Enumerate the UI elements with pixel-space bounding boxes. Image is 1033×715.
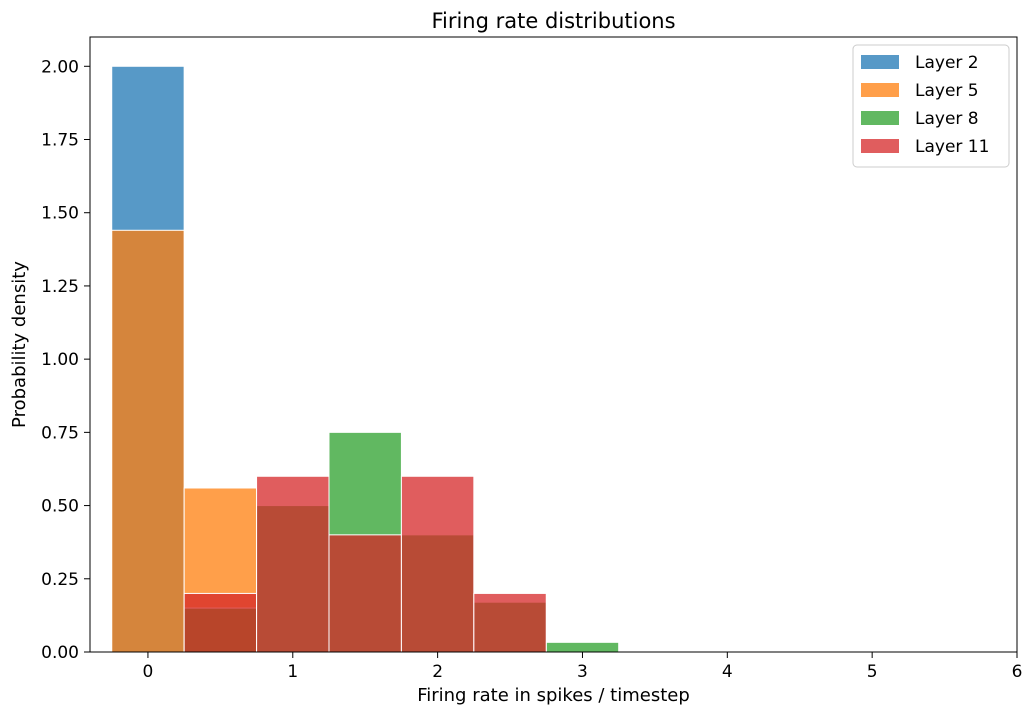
series-4 xyxy=(183,475,547,653)
series-2 xyxy=(111,229,258,653)
x-tick-label: 6 xyxy=(1012,662,1023,682)
y-axis-label: Probability density xyxy=(9,261,30,428)
bar xyxy=(400,475,475,653)
y-tick-label: 2.00 xyxy=(41,57,79,77)
legend-swatch xyxy=(861,139,899,153)
x-axis: 0 1 2 3 4 5 6 xyxy=(143,652,1023,682)
y-tick-label: 0.50 xyxy=(41,497,79,517)
legend-swatch xyxy=(861,111,899,125)
y-axis: 0.00 0.25 0.50 0.75 1.00 1.25 1.50 1.75 2.00 xyxy=(41,57,90,663)
chart-title: Firing rate distributions xyxy=(431,9,675,33)
legend-label: Layer 11 xyxy=(915,137,989,157)
legend-label: Layer 2 xyxy=(915,53,979,73)
bar xyxy=(183,592,258,653)
bar xyxy=(111,229,185,653)
y-tick-label: 0.00 xyxy=(41,643,79,663)
y-tick-label: 1.25 xyxy=(41,277,79,297)
x-axis-label: Firing rate in spikes / timestep xyxy=(417,685,690,706)
y-tick-label: 0.25 xyxy=(41,570,79,590)
y-tick-label: 1.00 xyxy=(41,350,79,370)
bar xyxy=(473,592,547,653)
x-tick-label: 3 xyxy=(577,662,588,682)
x-tick-label: 4 xyxy=(722,662,733,682)
x-tick-label: 1 xyxy=(287,662,298,682)
y-tick-label: 1.75 xyxy=(41,131,79,151)
legend-label: Layer 8 xyxy=(915,109,979,129)
legend-box xyxy=(852,44,1010,168)
bars-layer xyxy=(111,65,620,653)
legend-swatch xyxy=(861,83,899,97)
legend-label: Layer 5 xyxy=(915,81,979,101)
x-tick-label: 5 xyxy=(867,662,878,682)
x-tick-label: 0 xyxy=(143,662,154,682)
bar xyxy=(545,641,620,653)
y-tick-label: 0.75 xyxy=(41,423,79,443)
y-tick-label: 1.50 xyxy=(41,204,79,224)
bar xyxy=(328,534,402,653)
plot-frame xyxy=(89,36,1018,653)
legend-swatch xyxy=(861,55,899,69)
x-tick-label: 2 xyxy=(432,662,443,682)
legend: Layer 2 Layer 5 Layer 8 Layer 11 xyxy=(852,44,1010,168)
bar xyxy=(256,475,330,653)
